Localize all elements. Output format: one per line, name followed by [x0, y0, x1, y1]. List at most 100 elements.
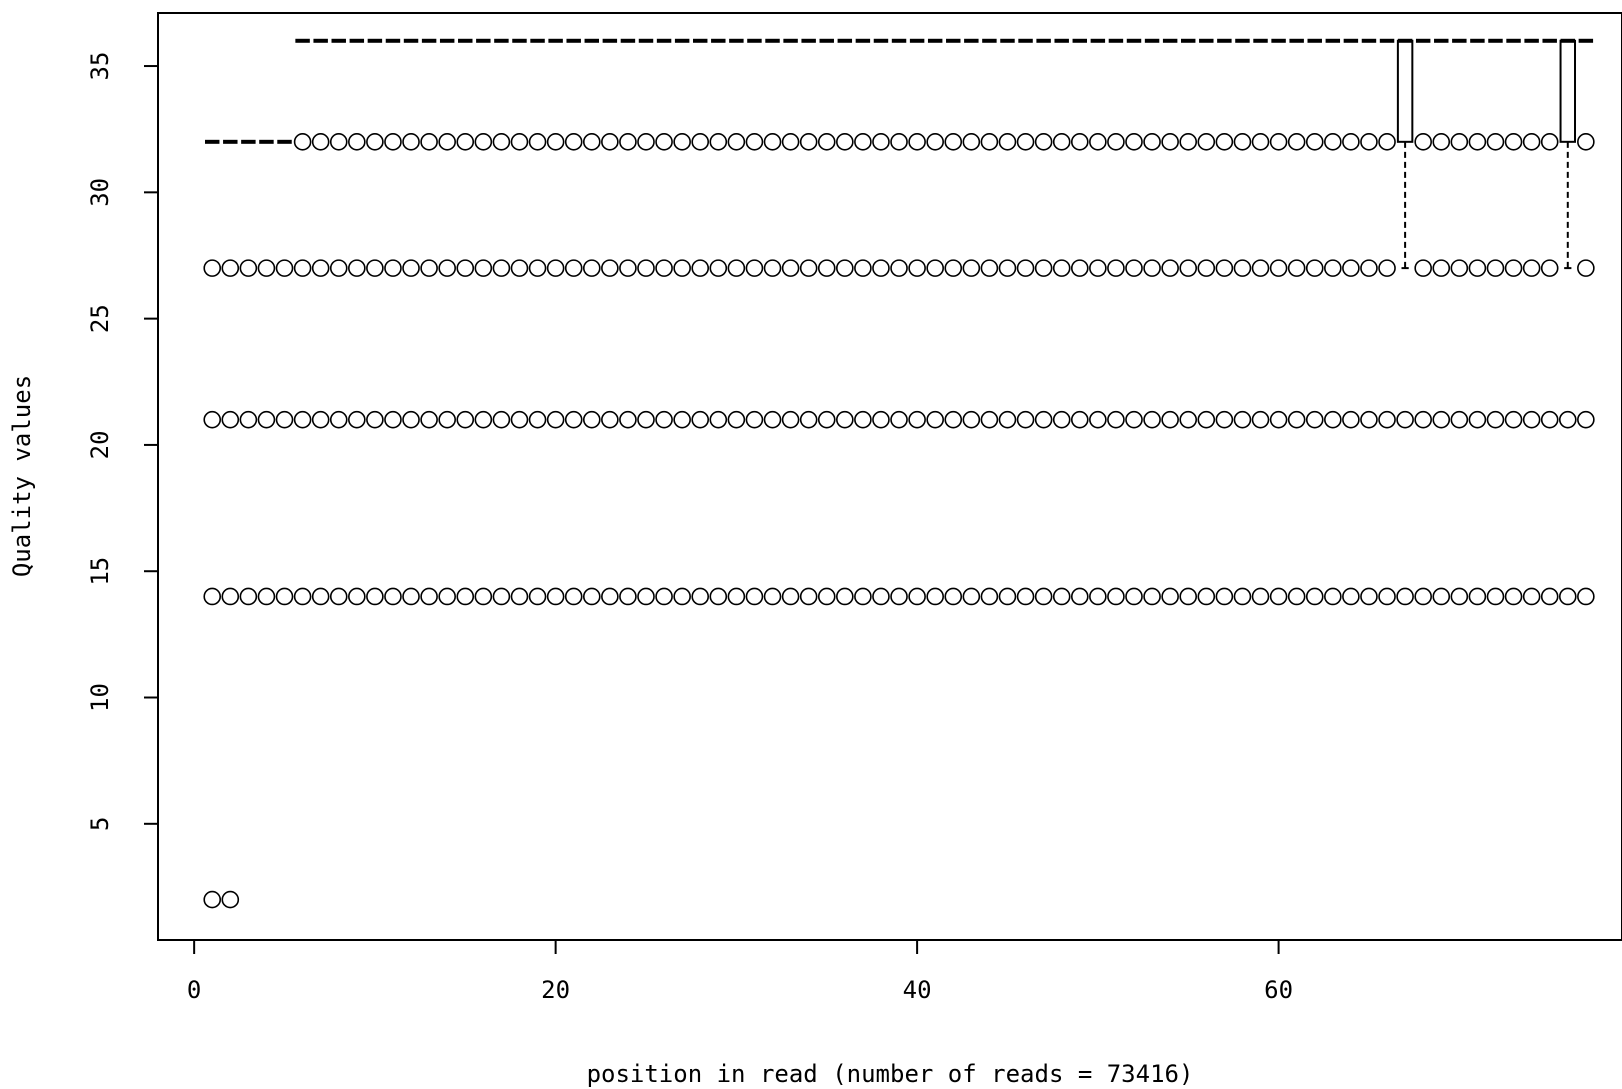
outlier-point — [1504, 410, 1523, 429]
outlier-point — [1215, 259, 1234, 277]
outlier-point — [492, 587, 511, 606]
outlier-point — [257, 410, 276, 429]
outlier-point — [1468, 133, 1487, 151]
outlier-point — [1161, 410, 1179, 429]
outlier-point — [1305, 587, 1324, 606]
outlier-point — [1052, 133, 1071, 151]
outlier-point — [1052, 587, 1071, 606]
outlier-point — [1143, 133, 1161, 151]
outlier-point — [1052, 410, 1071, 429]
outlier-point — [1432, 587, 1451, 606]
outlier-point — [221, 259, 240, 277]
outlier-point — [1468, 587, 1487, 606]
outlier-point — [836, 133, 854, 151]
outlier-point — [1414, 133, 1432, 151]
outlier-point — [1540, 259, 1559, 277]
outlier-point — [1540, 133, 1559, 151]
outlier-point — [962, 133, 981, 151]
outlier-point — [1396, 410, 1414, 429]
outlier-point — [329, 133, 348, 151]
outlier-point — [926, 259, 944, 277]
outlier-point — [1251, 259, 1270, 277]
outlier-point — [673, 587, 691, 606]
outlier-point — [257, 259, 276, 277]
outlier-point — [1016, 133, 1035, 151]
outlier-point — [1125, 410, 1143, 429]
outlier-point — [1522, 259, 1541, 277]
outlier-point — [1540, 410, 1559, 429]
outlier-point — [673, 259, 691, 277]
outlier-point — [564, 410, 583, 429]
outlier-point — [1540, 587, 1559, 606]
outlier-point — [1378, 410, 1396, 429]
x-tick-label: 20 — [541, 976, 570, 1004]
outlier-point — [1016, 259, 1035, 277]
outlier-point — [854, 410, 872, 429]
outlier-point — [257, 587, 276, 606]
outlier-point — [1143, 259, 1161, 277]
outlier-point — [1378, 259, 1396, 277]
outlier-point — [564, 587, 583, 606]
outlier-point — [1197, 133, 1216, 151]
outlier-point — [384, 133, 402, 151]
outlier-point — [962, 587, 981, 606]
outlier-point — [203, 259, 222, 277]
outlier-point — [836, 587, 854, 606]
outlier-point — [872, 133, 890, 151]
y-tick-label: 15 — [86, 557, 114, 586]
outlier-point — [1287, 133, 1306, 151]
outlier-point — [745, 133, 764, 151]
outlier-point — [619, 410, 637, 429]
boxes — [204, 38, 1594, 270]
outlier-point — [601, 133, 619, 151]
outlier-point — [420, 410, 438, 429]
outlier-point — [221, 890, 240, 909]
outlier-point — [1179, 410, 1198, 429]
outlier-point — [1577, 587, 1595, 606]
outlier-point — [384, 587, 402, 606]
outlier-point — [1161, 259, 1179, 277]
outlier-point — [420, 259, 438, 277]
y-axis-label: Quality values — [8, 375, 36, 577]
outlier-point — [1070, 410, 1089, 429]
outlier-point — [1468, 259, 1487, 277]
outlier-point — [763, 133, 782, 151]
outlier-point — [709, 587, 728, 606]
outlier-point — [311, 133, 330, 151]
outlier-point — [799, 259, 818, 277]
outlier-point — [817, 410, 836, 429]
x-tick-label: 0 — [187, 976, 201, 1004]
outlier-point — [348, 587, 366, 606]
outlier-point — [221, 587, 240, 606]
outlier-point — [203, 587, 222, 606]
outlier-point — [1577, 259, 1595, 277]
outlier-point — [854, 587, 872, 606]
outlier-point — [1179, 587, 1198, 606]
outlier-point — [528, 410, 547, 429]
outlier-point — [1161, 587, 1179, 606]
outlier-point — [1233, 410, 1252, 429]
outlier-point — [1052, 259, 1071, 277]
outlier-point — [691, 410, 710, 429]
outlier-point — [456, 259, 475, 277]
outlier-point — [1305, 410, 1324, 429]
outlier-point — [1342, 133, 1360, 151]
outlier-point — [1269, 259, 1288, 277]
outlier-point — [1034, 259, 1053, 277]
outlier-point — [854, 259, 872, 277]
outlier-point — [1414, 410, 1432, 429]
outlier-point — [203, 890, 222, 909]
outlier-point — [1034, 587, 1053, 606]
outlier-point — [1070, 587, 1089, 606]
outliers — [203, 133, 1595, 909]
outlier-point — [1143, 410, 1161, 429]
outlier-point — [402, 259, 420, 277]
outlier-point — [348, 259, 366, 277]
outlier-point — [1305, 259, 1324, 277]
outlier-point — [655, 410, 673, 429]
outlier-point — [293, 133, 312, 151]
outlier-point — [1360, 133, 1378, 151]
outlier-point — [1324, 410, 1342, 429]
outlier-point — [510, 587, 529, 606]
outlier-point — [601, 410, 619, 429]
